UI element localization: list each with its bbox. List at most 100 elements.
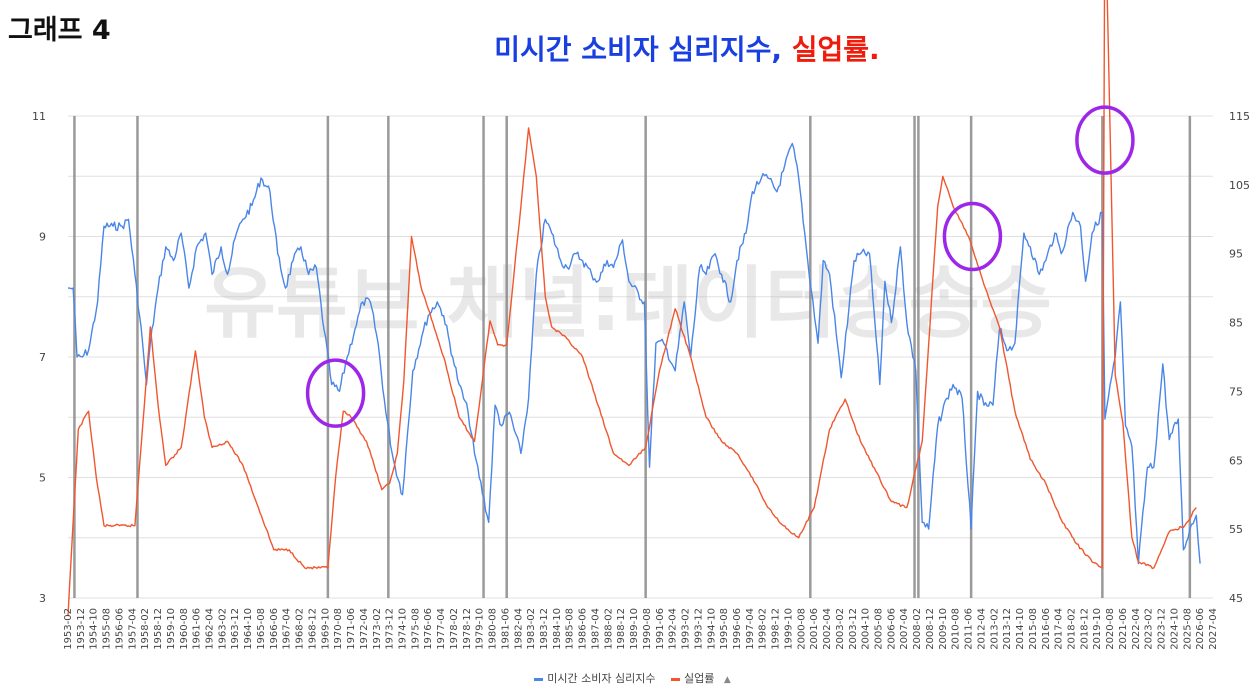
x-tick-label: 2003-02 xyxy=(835,608,846,650)
x-tick-label: 1974-10 xyxy=(397,608,408,650)
y-right-tick-label: 75 xyxy=(1229,385,1243,398)
x-tick-label: 2026-06 xyxy=(1195,608,1206,650)
x-tick-label: 1965-08 xyxy=(256,608,267,650)
x-tick-label: 1983-12 xyxy=(539,608,550,650)
corner-label: 그래프 4 xyxy=(8,15,111,46)
x-tick-label: 2009-10 xyxy=(938,608,949,650)
y-left-tick-label: 9 xyxy=(39,231,46,244)
x-tick-label: 1957-04 xyxy=(127,608,138,650)
x-tick-label: 1973-12 xyxy=(385,608,396,650)
x-tick-label: 1992-04 xyxy=(668,608,679,650)
x-tick-label: 1997-04 xyxy=(745,608,756,650)
x-tick-label: 1989-10 xyxy=(629,608,640,650)
x-tick-label: 1963-02 xyxy=(217,608,228,650)
sentiment-line xyxy=(68,142,1201,565)
x-tick-label: 1978-02 xyxy=(449,608,460,650)
legend-item-sentiment[interactable]: 미시간 소비자 심리지수 xyxy=(534,670,655,686)
legend-more-icon[interactable]: ▲ xyxy=(723,675,731,685)
y-axis-left: 3 5 7 9 11 xyxy=(32,110,46,605)
x-tick-label: 2007-04 xyxy=(899,608,910,650)
y-right-tick-label: 65 xyxy=(1229,454,1243,467)
x-tick-label: 2016-06 xyxy=(1041,608,1052,650)
x-tick-label: 2018-12 xyxy=(1079,608,1090,650)
annotation-circles xyxy=(305,105,1135,428)
series-group xyxy=(67,0,1201,617)
x-tick-label: 2023-02 xyxy=(1144,608,1155,650)
x-tick-label: 1960-08 xyxy=(179,608,190,650)
x-tick-label: 2008-12 xyxy=(925,608,936,650)
y-left-tick-label: 11 xyxy=(32,110,46,123)
x-tick-label: 1982-04 xyxy=(513,608,524,650)
x-tick-label: 1972-04 xyxy=(359,608,370,650)
x-tick-label: 1990-08 xyxy=(642,608,653,650)
legend-label-unemployment: 실업률 xyxy=(683,672,715,685)
x-tick-label: 1970-08 xyxy=(333,608,344,650)
x-tick-label: 2013-12 xyxy=(1002,608,1013,650)
x-tick-label: 1971-06 xyxy=(346,608,357,650)
x-tick-label: 1998-02 xyxy=(758,608,769,650)
legend-swatch-unemployment xyxy=(670,677,680,681)
legend-item-unemployment[interactable]: 실업률 xyxy=(670,670,715,686)
x-tick-label: 2023-12 xyxy=(1157,608,1168,650)
x-tick-label: 1988-02 xyxy=(603,608,614,650)
title-separator: , xyxy=(771,33,792,66)
x-tick-label: 1976-06 xyxy=(423,608,434,650)
y-right-tick-label: 45 xyxy=(1229,592,1243,605)
annotation-circle xyxy=(942,201,1003,272)
x-tick-label: 1963-12 xyxy=(230,608,241,650)
x-tick-label: 1958-02 xyxy=(140,608,151,650)
y-right-tick-label: 115 xyxy=(1229,110,1250,123)
y-left-tick-label: 3 xyxy=(39,592,46,605)
x-tick-label: 1991-06 xyxy=(655,608,666,650)
x-tick-label: 2013-02 xyxy=(989,608,1000,650)
x-tick-label: 1987-04 xyxy=(590,608,601,650)
x-tick-label: 1980-08 xyxy=(488,608,499,650)
x-tick-label: 1998-12 xyxy=(771,608,782,650)
y-left-tick-label: 7 xyxy=(39,351,46,364)
x-tick-label: 2006-06 xyxy=(886,608,897,650)
x-tick-label: 1985-08 xyxy=(565,608,576,650)
x-tick-label: 2001-06 xyxy=(809,608,820,650)
x-tick-label: 2012-04 xyxy=(976,608,987,650)
x-tick-label: 1979-10 xyxy=(475,608,486,650)
y-right-tick-label: 95 xyxy=(1229,248,1243,261)
x-tick-label: 1967-04 xyxy=(282,608,293,650)
x-tick-label: 2022-04 xyxy=(1131,608,1142,650)
x-tick-label: 2025-08 xyxy=(1182,608,1193,650)
x-tick-label: 1968-02 xyxy=(295,608,306,650)
x-tick-label: 1994-10 xyxy=(706,608,717,650)
x-axis: 1953-02 1953-12 1954-10 1955-08 1956-06 1957-… xyxy=(63,608,1219,650)
x-tick-label: 1993-12 xyxy=(693,608,704,650)
x-tick-label: 1996-06 xyxy=(732,608,743,650)
grid-lines xyxy=(68,115,1213,599)
x-tick-label: 1978-12 xyxy=(462,608,473,650)
unemployment-line xyxy=(67,0,1197,617)
title-sentiment: 미시간 소비자 심리지수 xyxy=(494,33,772,66)
x-tick-label: 1981-06 xyxy=(500,608,511,650)
x-tick-label: 1954-10 xyxy=(89,608,100,650)
x-tick-label: 2002-04 xyxy=(822,608,833,650)
x-tick-label: 2000-08 xyxy=(796,608,807,650)
annotation-circle xyxy=(305,358,366,428)
x-tick-label: 1953-12 xyxy=(76,608,87,650)
x-tick-label: 1969-10 xyxy=(320,608,331,650)
x-tick-label: 2021-06 xyxy=(1118,608,1129,650)
x-tick-label: 1955-08 xyxy=(102,608,113,650)
x-tick-label: 2011-06 xyxy=(964,608,975,650)
x-tick-label: 2008-02 xyxy=(912,608,923,650)
x-tick-label: 1962-04 xyxy=(205,608,216,650)
x-tick-label: 2014-10 xyxy=(1015,608,1026,650)
y-right-tick-label: 105 xyxy=(1229,179,1250,192)
y-left-tick-label: 5 xyxy=(39,472,46,485)
legend: 미시간 소비자 심리지수 실업률 ▲ xyxy=(0,670,1259,686)
y-axis-right: 45 55 65 75 85 95 105 115 xyxy=(1229,110,1250,605)
x-tick-label: 1983-02 xyxy=(526,608,537,650)
x-tick-label: 1956-06 xyxy=(114,608,125,650)
x-tick-label: 2027-04 xyxy=(1208,608,1219,650)
x-tick-label: 1999-10 xyxy=(783,608,794,650)
x-tick-label: 1961-06 xyxy=(192,608,203,650)
x-tick-label: 1958-12 xyxy=(153,608,164,650)
x-tick-label: 2019-10 xyxy=(1092,608,1103,650)
legend-label-sentiment: 미시간 소비자 심리지수 xyxy=(547,672,656,685)
